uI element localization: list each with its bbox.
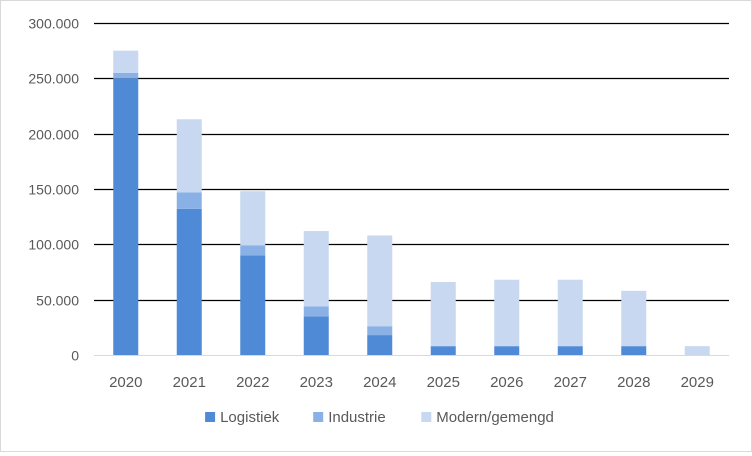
bar-segment-modern-gemengd — [240, 191, 266, 246]
y-tick-label: 150.000 — [28, 182, 79, 198]
bar-segment-modern-gemengd — [430, 281, 456, 347]
bar-segment-industrie — [113, 72, 139, 79]
bar-segment-industrie — [303, 306, 329, 317]
bar-segment-modern-gemengd — [557, 279, 583, 347]
bar-segment-industrie — [367, 326, 393, 336]
y-tick-label: 50.000 — [36, 293, 79, 309]
x-tick-label: 2024 — [363, 374, 396, 391]
bar-segment-modern-gemengd — [621, 290, 647, 347]
bar-segment-modern-gemengd — [494, 279, 520, 347]
bar-segment-logistiek — [367, 335, 393, 355]
y-tick-label: 100.000 — [28, 237, 79, 253]
x-tick-label: 2022 — [236, 374, 269, 391]
bar-segment-logistiek — [621, 346, 647, 355]
x-tick-label: 2020 — [109, 374, 142, 391]
bar-segment-logistiek — [113, 78, 139, 355]
legend-swatch — [313, 412, 324, 422]
y-axis-tick-labels: 0 50.000 100.000 150.000 200.000 250.000 300.0… — [28, 16, 79, 364]
y-tick-label: 0 — [71, 348, 79, 364]
bar-segment-logistiek — [240, 255, 266, 355]
x-tick-label: 2029 — [681, 374, 714, 391]
bar-segment-modern-gemengd — [113, 50, 139, 73]
bar-segment-logistiek — [494, 346, 520, 355]
bar-segment-logistiek — [303, 316, 329, 355]
x-tick-label: 2021 — [173, 374, 206, 391]
x-axis-tick-labels: 2020 2021 2022 2023 2024 2025 2026 2027 2028 2029 — [109, 374, 714, 391]
bar-segment-logistiek — [430, 346, 456, 355]
y-tick-label: 250.000 — [28, 71, 79, 87]
bars — [113, 50, 710, 355]
bar-segment-modern-gemengd — [684, 346, 710, 355]
legend-swatch — [421, 412, 432, 422]
legend-swatch — [205, 412, 216, 422]
x-tick-label: 2027 — [554, 374, 587, 391]
x-tick-label: 2025 — [427, 374, 460, 391]
bar-segment-logistiek — [557, 346, 583, 355]
legend-label: Modern/gemengd — [436, 409, 554, 426]
bar-segment-industrie — [240, 245, 266, 256]
y-tick-label: 300.000 — [28, 16, 79, 32]
x-tick-label: 2023 — [300, 374, 333, 391]
legend: Logistiek Industrie Modern/gemengd — [205, 409, 554, 426]
legend-label: Logistiek — [220, 409, 280, 426]
x-tick-label: 2028 — [617, 374, 650, 391]
x-tick-label: 2026 — [490, 374, 523, 391]
bar-segment-industrie — [176, 192, 202, 209]
y-tick-label: 200.000 — [28, 127, 79, 143]
bar-segment-modern-gemengd — [303, 231, 329, 307]
bar-segment-logistiek — [176, 208, 202, 355]
legend-label: Industrie — [328, 409, 386, 426]
bar-segment-modern-gemengd — [367, 235, 393, 327]
bar-segment-modern-gemengd — [176, 119, 202, 193]
